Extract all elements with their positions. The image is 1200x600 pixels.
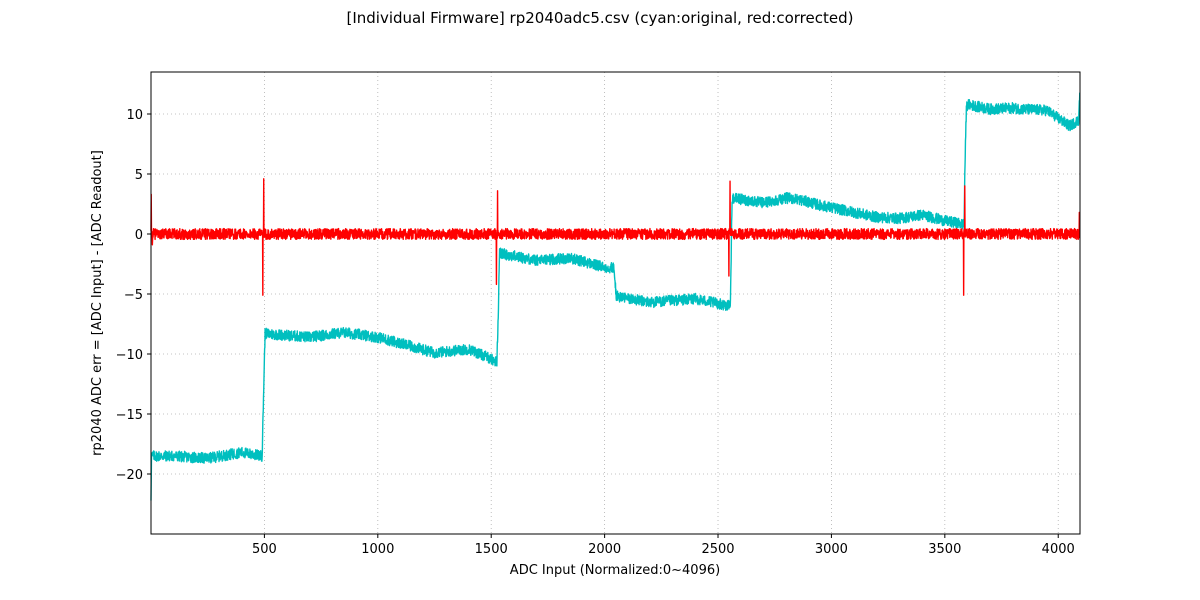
x-tick-label: 1500 xyxy=(475,542,508,557)
y-axis-label: rp2040 ADC err = [ADC Input] - [ADC Read… xyxy=(90,150,105,456)
y-tick-label: 0 xyxy=(135,228,143,243)
axis-ticks: 500 1000 1500 2000 2500 3000 3500 4000 −20 −15 −10… xyxy=(116,108,1075,557)
x-tick-label: 3500 xyxy=(928,542,961,557)
chart-title: [Individual Firmware] rp2040adc5.csv (cy… xyxy=(347,9,854,27)
x-tick-label: 2000 xyxy=(588,542,621,557)
y-tick-label: 5 xyxy=(135,168,143,183)
x-tick-label: 500 xyxy=(252,542,277,557)
series-lines xyxy=(150,92,1081,501)
series-corrected-line xyxy=(150,178,1081,296)
x-tick-label: 2500 xyxy=(701,542,734,557)
grid-lines xyxy=(151,72,1080,534)
y-tick-label: −5 xyxy=(124,288,143,303)
plot-area-frame xyxy=(150,71,1081,535)
x-tick-label: 4000 xyxy=(1042,542,1075,557)
y-tick-label: −10 xyxy=(116,348,143,363)
x-tick-label: 3000 xyxy=(815,542,848,557)
x-tick-label: 1000 xyxy=(361,542,394,557)
series-original-line xyxy=(150,92,1081,501)
y-tick-label: 10 xyxy=(126,108,143,123)
x-axis-label: ADC Input (Normalized:0~4096) xyxy=(510,563,720,578)
y-tick-label: −15 xyxy=(116,408,143,423)
y-tick-label: −20 xyxy=(116,468,143,483)
